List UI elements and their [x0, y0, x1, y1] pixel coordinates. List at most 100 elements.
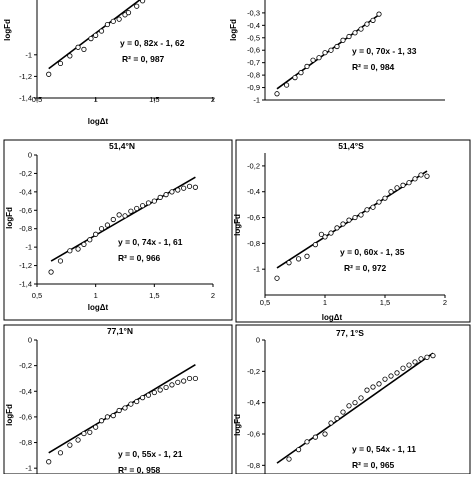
data-point [104, 414, 111, 420]
y-tick-label: -0,5 [247, 33, 260, 42]
data-point [364, 21, 370, 27]
fit-line [50, 176, 196, 262]
y-tick-label: -0,6 [247, 213, 260, 222]
data-point [406, 180, 412, 186]
data-point [340, 409, 346, 415]
y-tick-label: -1,2 [19, 72, 32, 81]
data-point [98, 418, 105, 424]
data-point [312, 242, 318, 248]
r-squared: R² = 0, 972 [344, 263, 387, 273]
data-point [388, 373, 394, 379]
data-point [312, 434, 318, 440]
data-point [145, 392, 152, 398]
data-point [163, 384, 169, 391]
data-point [128, 401, 134, 407]
data-point [181, 185, 187, 191]
data-point [334, 43, 340, 50]
r-squared: R² = 0, 958 [118, 465, 161, 474]
fit-equation: y = 0, 54x - 1, 11 [352, 444, 416, 454]
data-point [340, 221, 346, 227]
data-point [364, 387, 370, 393]
data-point [424, 173, 430, 179]
data-point [283, 82, 290, 88]
data-point [57, 450, 64, 456]
r-squared: R² = 0, 984 [352, 62, 395, 72]
data-point [67, 248, 73, 254]
data-point [145, 200, 152, 206]
y-tick-label: -0,3 [247, 8, 260, 17]
data-point [352, 400, 358, 406]
data-point [304, 253, 310, 259]
data-point [418, 172, 424, 178]
data-point [75, 44, 81, 50]
data-point [382, 376, 388, 382]
y-axis-label: logFd [5, 207, 14, 229]
x-tick-label: 2 [211, 291, 215, 300]
data-point [87, 237, 93, 243]
y-tick-label: -0,9 [247, 83, 260, 92]
data-point [57, 60, 64, 67]
data-point [388, 189, 394, 195]
data-point [186, 375, 193, 382]
r-squared: R² = 0, 966 [118, 253, 161, 263]
y-tick-label: 0 [256, 336, 260, 345]
data-point [81, 430, 87, 437]
data-point [75, 437, 81, 443]
y-tick-label: -0,8 [247, 461, 260, 470]
data-point [295, 447, 302, 453]
data-point [93, 32, 99, 38]
data-point [412, 359, 418, 365]
data-point [334, 415, 340, 421]
data-point [346, 33, 352, 40]
y-tick-label: -1 [25, 243, 32, 252]
panel-frame [3, 139, 233, 321]
x-tick-label: 2 [211, 95, 215, 104]
data-point [88, 35, 94, 42]
data-point [57, 258, 64, 264]
data-point [128, 208, 134, 214]
data-point [163, 192, 169, 198]
data-point [298, 70, 304, 76]
y-tick-label: -0,2 [247, 367, 260, 376]
x-tick-label: 1 [94, 95, 98, 104]
y-axis-label: logFd [229, 19, 238, 41]
y-tick-label: -0,4 [19, 387, 32, 396]
y-axis-label: logFd [233, 414, 242, 436]
data-point [376, 199, 382, 205]
y-tick-label: -1,2 [19, 261, 32, 270]
x-axis-label: logΔt [322, 313, 343, 322]
data-point [48, 269, 54, 275]
data-point [376, 11, 382, 17]
y-axis-label: logFd [233, 214, 242, 236]
data-point [430, 353, 436, 359]
y-tick-label: -0,2 [247, 161, 260, 170]
x-tick-label: 1 [94, 291, 98, 300]
data-point [412, 176, 418, 182]
r-squared: R² = 0, 987 [122, 54, 165, 64]
fit-line [276, 352, 434, 464]
y-tick-label: 0 [28, 336, 32, 345]
data-point [125, 10, 132, 16]
y-tick-label: -0,6 [247, 430, 260, 439]
y-tick-label: -1 [253, 265, 260, 274]
data-point [352, 214, 358, 221]
panel-frame [235, 139, 471, 323]
data-point [358, 212, 364, 218]
fit-equation: y = 0, 60x - 1, 35 [340, 247, 405, 257]
data-point [98, 226, 105, 232]
y-tick-label: -0,2 [19, 169, 32, 178]
y-tick-label: -0,4 [247, 398, 260, 407]
data-point [110, 413, 116, 419]
data-point [122, 405, 128, 411]
fit-line [48, 363, 196, 454]
data-point [75, 246, 81, 252]
y-tick-label: -1 [253, 96, 260, 105]
data-point [304, 439, 310, 445]
x-tick-label: 1,5 [149, 95, 159, 104]
y-tick-label: -0,6 [247, 46, 260, 55]
data-point [328, 47, 334, 53]
data-point [93, 424, 99, 430]
data-point [364, 207, 370, 213]
